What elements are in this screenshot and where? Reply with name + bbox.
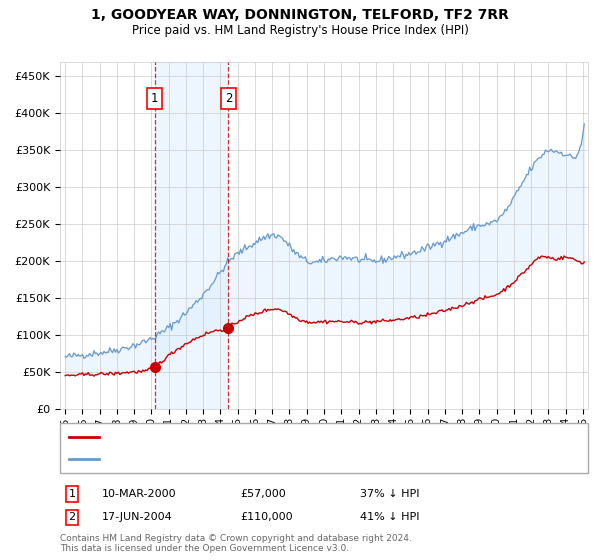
Text: £57,000: £57,000: [240, 489, 286, 499]
Text: 10-MAR-2000: 10-MAR-2000: [102, 489, 176, 499]
Bar: [155, 62, 229, 409]
Text: 37% ↓ HPI: 37% ↓ HPI: [360, 489, 419, 499]
Text: Price paid vs. HM Land Registry's House Price Index (HPI): Price paid vs. HM Land Registry's House …: [131, 24, 469, 36]
Text: 2: 2: [224, 92, 232, 105]
Text: 41% ↓ HPI: 41% ↓ HPI: [360, 512, 419, 522]
Text: HPI: Average price, detached house, Telford and Wrekin: HPI: Average price, detached house, Telf…: [103, 454, 393, 464]
Text: 2: 2: [68, 512, 76, 522]
Text: 1, GOODYEAR WAY, DONNINGTON, TELFORD, TF2 7RR: 1, GOODYEAR WAY, DONNINGTON, TELFORD, TF…: [91, 8, 509, 22]
Text: 17-JUN-2004: 17-JUN-2004: [102, 512, 173, 522]
Text: £110,000: £110,000: [240, 512, 293, 522]
Text: 1: 1: [68, 489, 76, 499]
Text: 1: 1: [151, 92, 158, 105]
Text: Contains HM Land Registry data © Crown copyright and database right 2024.
This d: Contains HM Land Registry data © Crown c…: [60, 534, 412, 553]
Text: 1, GOODYEAR WAY, DONNINGTON, TELFORD, TF2 7RR (detached house): 1, GOODYEAR WAY, DONNINGTON, TELFORD, TF…: [103, 432, 479, 442]
